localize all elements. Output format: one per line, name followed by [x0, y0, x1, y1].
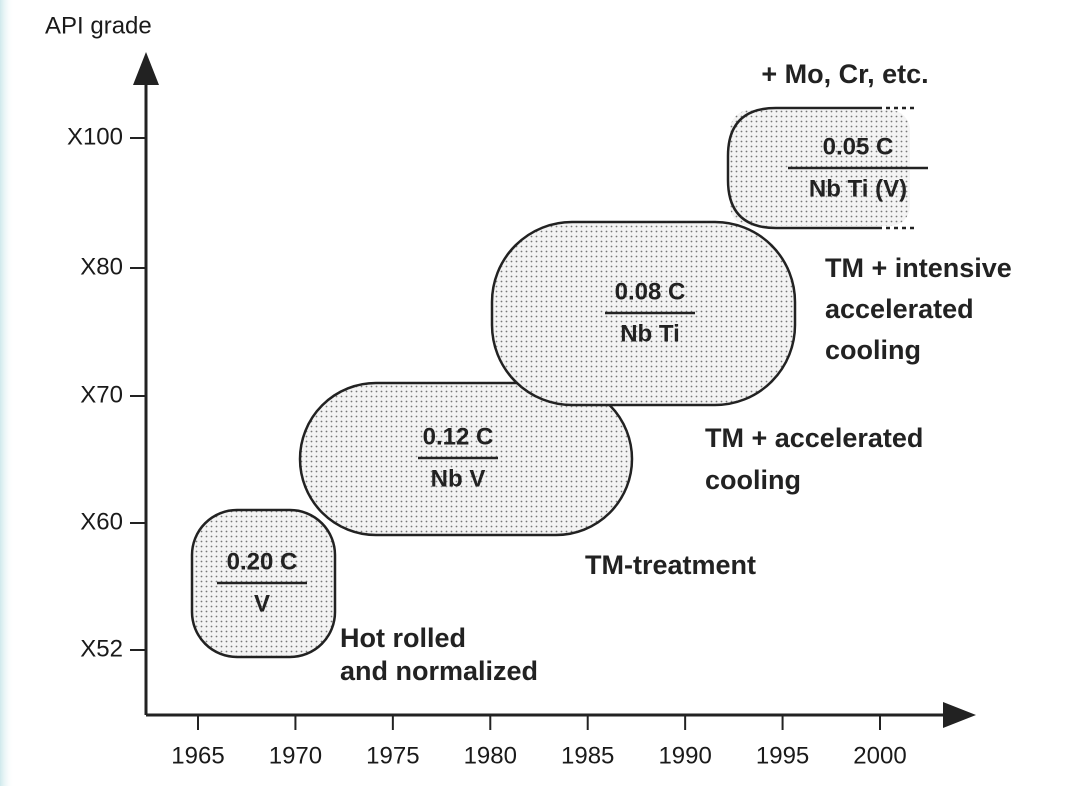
x-tick-label: 1990: [658, 742, 711, 769]
x-arrow: [943, 702, 976, 728]
y-tick-label: X80: [80, 253, 123, 280]
region-label: TM-treatment: [585, 550, 756, 580]
region-label: TM + intensive: [825, 253, 1012, 283]
region-label: cooling: [825, 335, 921, 365]
x-tick-label: 1985: [561, 742, 614, 769]
annotation: + Mo, Cr, etc.: [761, 59, 928, 89]
region-outline: [726, 106, 878, 230]
x-tick-label: 1965: [171, 742, 224, 769]
y-tick-label: X70: [80, 381, 123, 408]
y-tick-label: X52: [80, 635, 123, 662]
y-axis-label: API grade: [45, 12, 152, 39]
region-label: cooling: [705, 465, 801, 495]
region-label: Hot rolled: [340, 623, 466, 653]
edge-tint: [0, 0, 14, 786]
region-label: accelerated: [825, 294, 974, 324]
region-label: TM + accelerated: [705, 423, 923, 453]
region-label: and normalized: [340, 656, 538, 686]
fraction-denominator: Nb V: [431, 465, 486, 492]
x-tick-label: 1975: [366, 742, 419, 769]
x-tick-label: 1970: [269, 742, 322, 769]
fraction-numerator: 0.05 C: [823, 133, 894, 160]
fraction-denominator: Nb Ti: [620, 320, 680, 347]
fraction-numerator: 0.20 C: [227, 548, 298, 575]
x-tick-label: 1980: [464, 742, 517, 769]
fraction-denominator: V: [254, 590, 270, 617]
x-tick-label: 2000: [853, 742, 906, 769]
fraction-numerator: 0.08 C: [615, 278, 686, 305]
y-arrow: [133, 52, 159, 85]
fraction-denominator: Nb Ti (V): [809, 175, 907, 202]
y-tick-label: X60: [80, 508, 123, 535]
y-tick-label: X100: [67, 123, 123, 150]
fraction-numerator: 0.12 C: [423, 423, 494, 450]
x-tick-label: 1995: [756, 742, 809, 769]
